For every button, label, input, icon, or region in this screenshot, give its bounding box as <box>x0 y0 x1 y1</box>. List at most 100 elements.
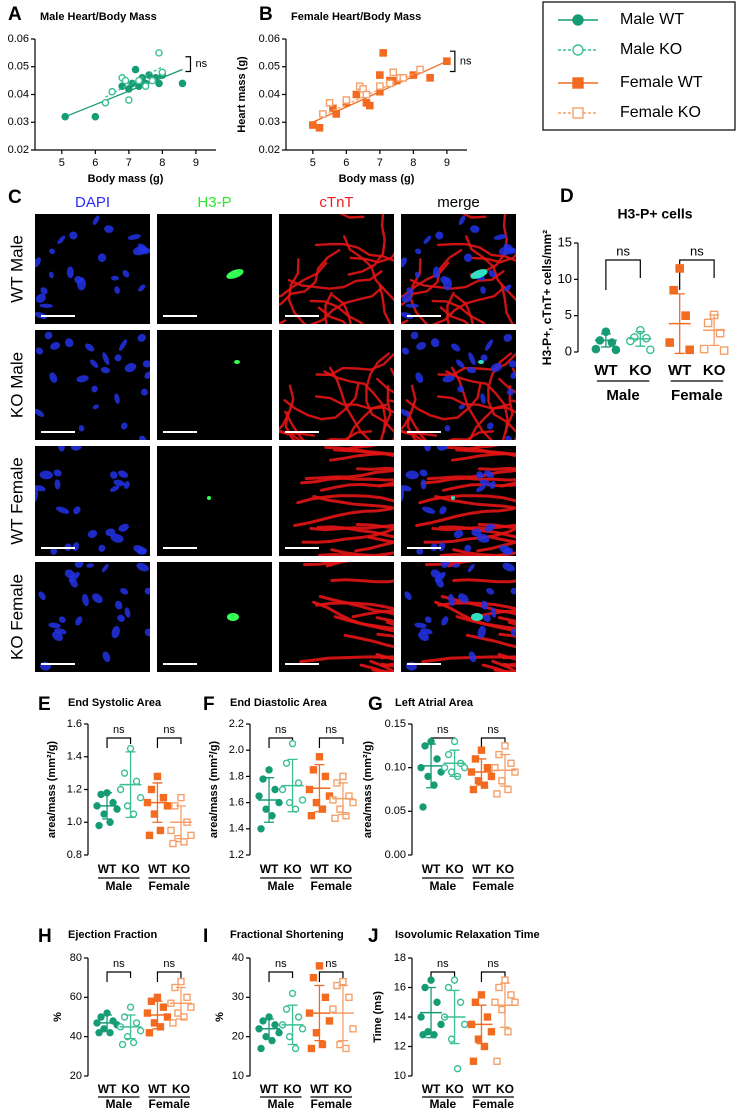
fiber-stain <box>317 306 348 324</box>
nucleus-stain <box>110 485 120 492</box>
error-bar <box>264 1018 275 1040</box>
y-tick-label: 20 <box>70 1070 82 1082</box>
error-bar <box>102 792 113 820</box>
fiber-stain <box>369 659 394 672</box>
y-tick-label: 0.04 <box>259 88 280 100</box>
x-tick-label: 5 <box>310 157 316 169</box>
nucleus-stain <box>142 360 150 368</box>
nucleus-stain <box>476 471 484 479</box>
nucleus-stain <box>35 293 46 303</box>
point <box>336 805 344 813</box>
nucleus-stain <box>138 284 146 292</box>
nucleus-stain <box>457 385 464 393</box>
nucleus-stain <box>414 271 420 279</box>
point <box>471 998 480 1006</box>
significance-bracket <box>156 971 182 982</box>
fiber-stain <box>406 411 419 440</box>
y-tick-label: 30 <box>232 991 244 1003</box>
nucleus-stain <box>508 360 516 368</box>
point <box>440 763 449 772</box>
nucleus-stain <box>35 487 39 502</box>
significance-bracket <box>679 259 715 290</box>
y-tick-label: 2.0 <box>229 744 244 756</box>
nucleus-stain <box>66 266 74 279</box>
nucleus-stain <box>119 339 127 351</box>
fiber-stain <box>491 659 516 672</box>
micrograph <box>35 562 150 672</box>
y-tick-label: 0.8 <box>67 849 82 861</box>
nucleus-stain <box>483 614 491 622</box>
point <box>156 826 165 835</box>
point <box>591 344 601 354</box>
fiber-stain <box>293 507 393 527</box>
panel-label: A <box>8 4 22 25</box>
panel-label: I <box>203 926 208 947</box>
fiber-stain <box>304 468 394 481</box>
point <box>681 311 690 320</box>
point <box>129 1038 138 1047</box>
y-tick-label: 5 <box>565 307 572 322</box>
dot-plot-panel: J Isovolumic Relaxation Time 10 12 14 16 18 Tim… <box>368 926 540 1111</box>
nucleus-stain <box>510 628 516 637</box>
point <box>498 1005 506 1014</box>
h3p-stain <box>470 269 488 279</box>
y-tick-label: 1.6 <box>229 797 244 809</box>
point <box>469 1057 478 1065</box>
nucleus-stain <box>75 616 83 626</box>
fiber-stain <box>401 384 417 431</box>
point <box>309 121 317 129</box>
point <box>101 99 110 107</box>
nucleus-stain <box>35 347 44 355</box>
point <box>483 763 492 772</box>
y-tick-label: 0.03 <box>8 116 29 128</box>
point <box>339 772 347 781</box>
point <box>611 345 621 355</box>
fiber-stain <box>461 214 487 219</box>
point <box>487 772 496 781</box>
point <box>399 74 408 82</box>
point <box>365 101 374 110</box>
fiber-stain <box>440 595 516 616</box>
point <box>719 346 729 355</box>
micrograph-background <box>157 330 272 440</box>
point <box>493 1057 501 1065</box>
point <box>480 1042 489 1051</box>
fiber-stain <box>284 411 297 440</box>
error-bar <box>426 743 437 789</box>
point <box>271 785 279 794</box>
y-tick-label: 0.03 <box>259 116 280 128</box>
panel-label: H <box>38 926 52 947</box>
nucleus-stain <box>490 362 503 373</box>
nucleus-stain <box>49 248 56 255</box>
annotation: ns <box>487 724 499 736</box>
annotation: ns <box>163 724 175 736</box>
point <box>491 998 499 1006</box>
x-tick-label: 6 <box>343 157 349 169</box>
point <box>362 90 371 99</box>
nucleus-stain <box>443 277 452 291</box>
nucleus-stain <box>143 247 150 254</box>
point <box>342 812 350 820</box>
column-label: DAPI <box>75 194 110 211</box>
h3p-stain <box>234 360 240 364</box>
panel-label: G <box>368 694 383 715</box>
nucleus-stain <box>453 529 464 539</box>
point <box>332 110 341 118</box>
point <box>376 82 384 90</box>
fiber-stain <box>436 243 516 263</box>
point <box>504 1028 512 1036</box>
legend-label: Male WT <box>620 11 684 28</box>
nucleus-stain <box>405 470 419 480</box>
nucleus-stain <box>419 469 428 477</box>
micrograph <box>157 562 272 672</box>
nucleus-stain <box>70 446 82 451</box>
y-axis-label: area/mass (mm²/g) <box>208 741 220 839</box>
point <box>417 1013 425 1021</box>
micrograph <box>401 562 516 672</box>
point <box>336 1040 344 1049</box>
point <box>315 123 324 132</box>
annotation: ns <box>437 958 449 970</box>
nucleus-stain <box>40 287 48 295</box>
point <box>699 344 709 354</box>
